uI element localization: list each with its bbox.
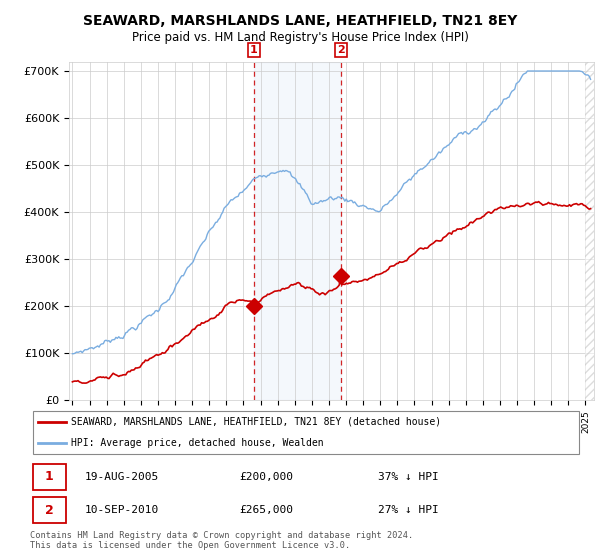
Text: 1: 1 <box>45 470 53 483</box>
Text: £265,000: £265,000 <box>240 505 294 515</box>
Text: 27% ↓ HPI: 27% ↓ HPI <box>378 505 439 515</box>
Text: SEAWARD, MARSHLANDS LANE, HEATHFIELD, TN21 8EY: SEAWARD, MARSHLANDS LANE, HEATHFIELD, TN… <box>83 14 517 28</box>
Text: 10-SEP-2010: 10-SEP-2010 <box>85 505 160 515</box>
Text: 37% ↓ HPI: 37% ↓ HPI <box>378 472 439 482</box>
Text: SEAWARD, MARSHLANDS LANE, HEATHFIELD, TN21 8EY (detached house): SEAWARD, MARSHLANDS LANE, HEATHFIELD, TN… <box>71 417 442 427</box>
Text: 2: 2 <box>45 503 53 517</box>
Bar <box>254 62 341 400</box>
Text: £200,000: £200,000 <box>240 472 294 482</box>
Text: Price paid vs. HM Land Registry's House Price Index (HPI): Price paid vs. HM Land Registry's House … <box>131 31 469 44</box>
Text: 19-AUG-2005: 19-AUG-2005 <box>85 472 160 482</box>
Text: HPI: Average price, detached house, Wealden: HPI: Average price, detached house, Weal… <box>71 438 324 448</box>
FancyBboxPatch shape <box>33 497 66 523</box>
Text: 2: 2 <box>337 45 345 55</box>
FancyBboxPatch shape <box>33 464 66 489</box>
Text: Contains HM Land Registry data © Crown copyright and database right 2024.
This d: Contains HM Land Registry data © Crown c… <box>30 531 413 550</box>
Text: 1: 1 <box>250 45 258 55</box>
FancyBboxPatch shape <box>33 411 579 454</box>
